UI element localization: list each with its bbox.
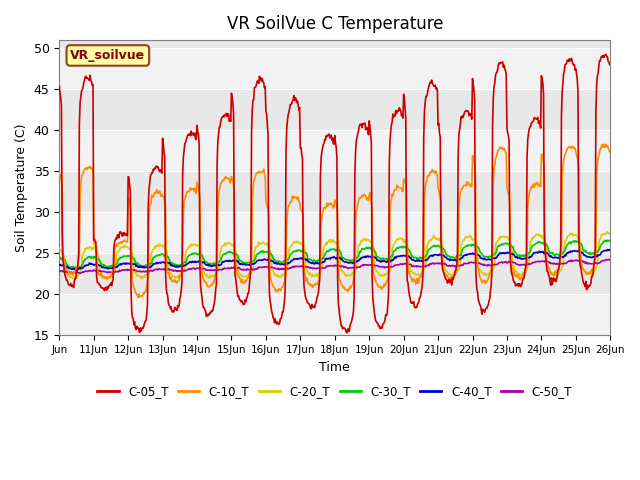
C-40_T: [604, 247, 611, 252]
C-50_T: [177, 267, 185, 273]
C-20_T: [504, 236, 512, 241]
Line: C-05_T: C-05_T: [60, 54, 611, 333]
C-05_T: [607, 62, 614, 68]
C-20_T: [177, 273, 185, 279]
C-30_T: [64, 263, 72, 269]
Bar: [60, 89, 611, 130]
Line: C-20_T: C-20_T: [60, 232, 611, 279]
C-20_T: [521, 270, 529, 276]
C-10_T: [452, 269, 460, 275]
Title: VR SoilVue C Temperature: VR SoilVue C Temperature: [227, 15, 443, 33]
C-20_T: [103, 276, 111, 282]
C-50_T: [131, 268, 139, 274]
C-30_T: [131, 260, 139, 265]
C-40_T: [75, 266, 83, 272]
Line: C-40_T: C-40_T: [60, 250, 611, 269]
C-30_T: [504, 241, 512, 247]
C-30_T: [452, 254, 460, 260]
C-40_T: [131, 262, 139, 267]
Line: C-50_T: C-50_T: [60, 259, 611, 273]
Bar: [60, 253, 611, 294]
C-30_T: [177, 262, 185, 268]
Y-axis label: Soil Temperature (C): Soil Temperature (C): [15, 123, 28, 252]
Text: VR_soilvue: VR_soilvue: [70, 49, 145, 62]
C-40_T: [504, 250, 512, 256]
C-10_T: [134, 295, 142, 300]
C-50_T: [607, 257, 614, 263]
C-40_T: [64, 265, 72, 271]
C-30_T: [607, 237, 614, 243]
C-05_T: [56, 83, 63, 89]
C-10_T: [602, 141, 610, 147]
Bar: [60, 212, 611, 253]
C-30_T: [56, 255, 63, 261]
C-50_T: [504, 259, 512, 265]
C-10_T: [56, 170, 63, 176]
X-axis label: Time: Time: [319, 360, 350, 373]
C-40_T: [607, 248, 614, 253]
Bar: [60, 294, 611, 336]
C-50_T: [452, 263, 460, 268]
C-40_T: [521, 255, 529, 261]
C-10_T: [177, 271, 185, 277]
C-05_T: [452, 266, 460, 272]
Line: C-30_T: C-30_T: [60, 240, 611, 268]
C-20_T: [604, 229, 611, 235]
C-40_T: [452, 258, 460, 264]
C-05_T: [602, 51, 610, 57]
Bar: [60, 171, 611, 212]
C-30_T: [70, 265, 77, 271]
C-10_T: [64, 268, 72, 274]
C-30_T: [521, 253, 529, 259]
C-05_T: [504, 132, 512, 138]
C-05_T: [64, 280, 72, 286]
C-05_T: [521, 268, 529, 274]
C-10_T: [607, 149, 614, 155]
Bar: [60, 7, 611, 48]
C-50_T: [605, 256, 612, 262]
C-20_T: [452, 270, 460, 276]
C-10_T: [131, 286, 138, 292]
C-10_T: [504, 191, 512, 196]
C-20_T: [607, 232, 614, 238]
C-05_T: [177, 293, 184, 299]
Bar: [60, 130, 611, 171]
C-50_T: [56, 269, 63, 275]
C-50_T: [76, 270, 84, 276]
C-05_T: [131, 319, 138, 325]
C-40_T: [56, 263, 63, 268]
C-20_T: [64, 272, 72, 278]
C-50_T: [521, 262, 529, 267]
C-10_T: [521, 272, 529, 278]
Legend: C-05_T, C-10_T, C-20_T, C-30_T, C-40_T, C-50_T: C-05_T, C-10_T, C-20_T, C-30_T, C-40_T, …: [93, 381, 577, 403]
C-05_T: [343, 330, 351, 336]
C-20_T: [131, 270, 139, 276]
C-20_T: [56, 245, 63, 251]
C-40_T: [177, 263, 185, 269]
C-50_T: [64, 269, 72, 275]
Line: C-10_T: C-10_T: [60, 144, 611, 298]
Bar: [60, 48, 611, 89]
